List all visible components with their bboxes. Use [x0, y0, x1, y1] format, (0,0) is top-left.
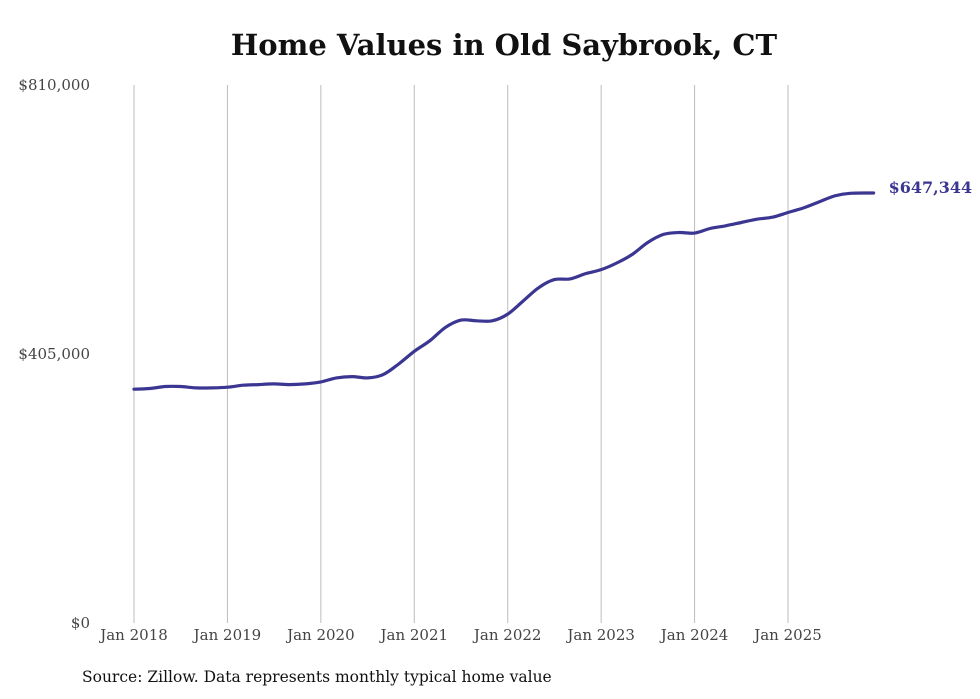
- y-tick-label-1: $405,000: [18, 345, 90, 363]
- end-value-label: $647,344: [889, 178, 973, 197]
- y-axis-ticks: $0 $405,000 $810,000: [18, 76, 90, 632]
- x-tick-label-7: Jan 2025: [752, 626, 822, 644]
- x-tick-label-4: Jan 2022: [472, 626, 542, 644]
- x-tick-label-6: Jan 2024: [659, 626, 729, 644]
- source-note: Source: Zillow. Data represents monthly …: [82, 668, 552, 686]
- series-line: [132, 191, 876, 391]
- x-tick-label-0: Jan 2018: [98, 626, 168, 644]
- x-tick-label-5: Jan 2023: [565, 626, 635, 644]
- y-tick-label-0: $0: [71, 614, 90, 632]
- x-tick-label-1: Jan 2019: [192, 626, 262, 644]
- chart-title: Home Values in Old Saybrook, CT: [230, 28, 778, 62]
- line-chart: $0$405,000$810,000 Jan 2018 Jan 2019 Jan 2…: [18, 76, 973, 644]
- gridlines: [133, 85, 789, 623]
- y-tick-label-2: $810,000: [18, 76, 90, 94]
- x-axis-ticks: Jan 2018 Jan 2019 Jan 2020 Jan 2021 Jan 2022…: [98, 626, 822, 644]
- x-tick-label-3: Jan 2021: [379, 626, 449, 644]
- x-tick-label-2: Jan 2020: [285, 626, 355, 644]
